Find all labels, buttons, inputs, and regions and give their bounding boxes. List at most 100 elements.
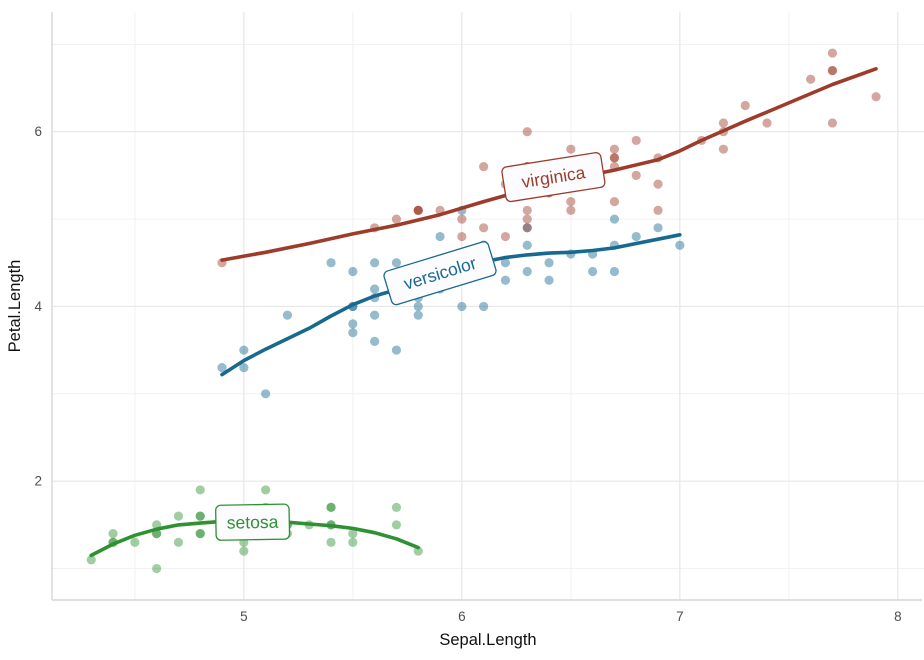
- data-point: [195, 528, 205, 539]
- data-point: [500, 275, 511, 285]
- data-point: [479, 223, 489, 233]
- points-versicolor: [217, 205, 685, 399]
- x-axis-tick-label: 5: [240, 609, 248, 624]
- data-point: [326, 258, 336, 268]
- x-axis-tick-label: 7: [676, 609, 684, 624]
- data-point: [282, 310, 293, 320]
- data-point: [871, 92, 881, 102]
- data-point: [827, 118, 838, 128]
- data-point: [370, 310, 380, 320]
- data-point: [348, 328, 358, 338]
- data-point: [217, 362, 227, 373]
- data-point: [326, 502, 336, 512]
- points-virginica: [217, 48, 881, 268]
- data-point: [544, 258, 554, 268]
- y-axis-tick-label: 2: [34, 474, 42, 489]
- data-point: [522, 214, 532, 224]
- x-axis-tick-label: 8: [894, 609, 902, 624]
- data-point: [413, 310, 423, 320]
- y-axis-title: Petal.Length: [6, 260, 24, 353]
- grid-major: [52, 12, 924, 600]
- data-point: [479, 162, 489, 172]
- data-point: [653, 205, 663, 215]
- data-point: [718, 144, 729, 154]
- series-label-versicolor: versicolor: [383, 241, 497, 306]
- series-label-setosa: setosa: [215, 503, 291, 541]
- data-point: [370, 284, 380, 294]
- data-point: [631, 170, 641, 180]
- data-point: [522, 223, 532, 233]
- grid-minor: [52, 12, 924, 600]
- data-point: [108, 528, 118, 539]
- data-point: [653, 179, 663, 189]
- data-point: [522, 205, 532, 215]
- data-point: [762, 118, 772, 128]
- data-point: [326, 537, 336, 547]
- data-point: [631, 135, 641, 146]
- data-point: [675, 240, 685, 250]
- data-point: [173, 537, 184, 547]
- data-point: [827, 65, 838, 76]
- data-point: [522, 223, 532, 233]
- series-label-box: [501, 152, 606, 203]
- data-point: [391, 520, 402, 530]
- data-point: [827, 65, 838, 76]
- data-point: [391, 214, 402, 224]
- data-point: [370, 258, 380, 268]
- data-point: [348, 528, 358, 539]
- data-point: [457, 231, 467, 242]
- data-point: [195, 511, 205, 521]
- series-label-text: setosa: [227, 512, 279, 533]
- data-point: [413, 546, 423, 556]
- data-point: [413, 205, 423, 215]
- data-point: [239, 345, 249, 355]
- data-point: [391, 345, 402, 355]
- data-point: [609, 153, 620, 163]
- data-point: [86, 555, 96, 565]
- data-point: [173, 511, 184, 521]
- data-point: [457, 301, 467, 312]
- data-point: [500, 231, 511, 242]
- data-point: [609, 153, 620, 163]
- data-point: [239, 362, 249, 373]
- data-point: [195, 485, 205, 495]
- data-point: [806, 74, 816, 84]
- data-point: [391, 502, 402, 512]
- data-point: [261, 389, 271, 399]
- data-point: [326, 502, 336, 512]
- data-point: [413, 205, 423, 215]
- data-point: [609, 214, 620, 224]
- data-point: [588, 266, 598, 277]
- data-point: [152, 563, 162, 574]
- data-point: [435, 231, 445, 242]
- data-point: [566, 205, 576, 215]
- data-point: [457, 214, 467, 224]
- data-point: [348, 537, 358, 547]
- data-point: [500, 258, 511, 268]
- data-point: [827, 48, 838, 58]
- x-axis-tick-label: 6: [458, 609, 466, 624]
- data-point: [522, 127, 532, 137]
- data-point: [413, 301, 423, 312]
- data-point: [653, 223, 663, 233]
- data-point: [479, 301, 489, 312]
- series-label-box: [383, 241, 497, 306]
- data-point: [522, 240, 532, 250]
- data-point: [348, 266, 358, 277]
- data-point: [413, 205, 423, 215]
- data-point: [544, 275, 554, 285]
- y-axis-tick-label: 4: [34, 299, 42, 314]
- x-axis-title: Sepal.Length: [439, 631, 536, 649]
- data-point: [740, 100, 750, 111]
- data-point: [609, 196, 620, 207]
- data-point: [566, 196, 576, 207]
- data-point: [566, 144, 576, 154]
- data-point: [195, 528, 205, 539]
- data-point: [391, 258, 402, 268]
- data-point: [239, 546, 249, 556]
- data-point: [261, 485, 271, 495]
- data-point: [195, 511, 205, 521]
- data-point: [370, 336, 380, 346]
